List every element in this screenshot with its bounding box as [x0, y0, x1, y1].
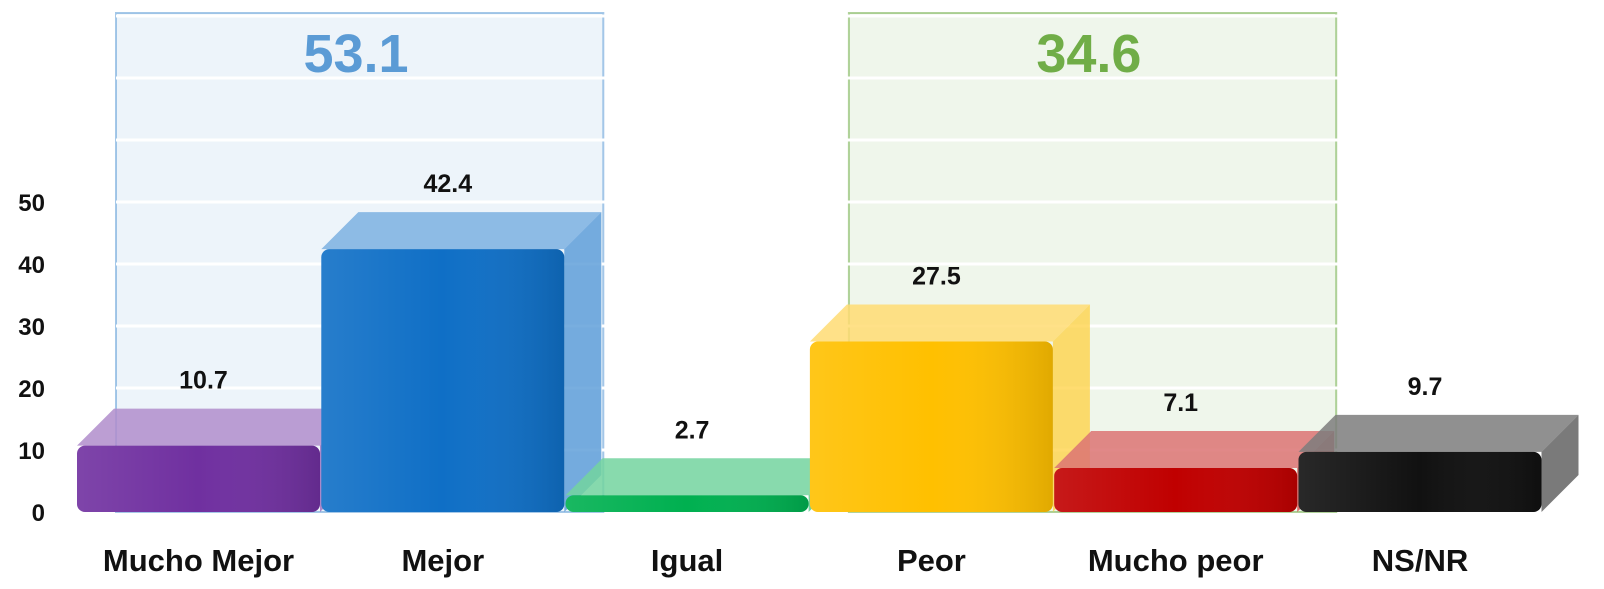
- bar-shine: [1298, 451, 1542, 512]
- x-category-label: Igual: [651, 543, 723, 578]
- y-tick-label: 0: [32, 500, 45, 527]
- bar-shine: [565, 495, 809, 512]
- bar-side-face: [1541, 414, 1579, 512]
- x-category-label: Mejor: [401, 543, 484, 578]
- bar-top-face: [565, 458, 846, 496]
- bars: [77, 212, 1579, 512]
- x-category-label: Mucho Mejor: [103, 543, 294, 578]
- value-label: 2.7: [675, 416, 710, 444]
- bar: [321, 212, 602, 512]
- bar: [809, 304, 1090, 512]
- y-tick-label: 50: [18, 190, 45, 217]
- bar-shine: [809, 341, 1053, 512]
- bar-shine: [321, 249, 565, 512]
- group-total-label: 53.1: [303, 24, 408, 84]
- bar-shine: [77, 445, 320, 512]
- x-category-label: Peor: [897, 543, 966, 578]
- y-tick-label: 20: [18, 376, 45, 403]
- y-tick-label: 10: [18, 438, 45, 465]
- x-category-label: Mucho peor: [1088, 543, 1264, 578]
- value-label: 10.7: [179, 367, 228, 395]
- y-axis-ticks: 0 10 20 30 40 50: [18, 190, 45, 527]
- group-totals: 53.1 34.6: [303, 24, 1141, 84]
- y-tick-label: 30: [18, 314, 45, 341]
- bar: [1054, 430, 1335, 512]
- bar-top-face: [321, 212, 602, 250]
- bar: [77, 408, 357, 512]
- bar-shine: [1054, 467, 1298, 512]
- x-axis-labels: Mucho Mejor Mejor Igual Peor Mucho peor NS/NR: [103, 543, 1468, 578]
- bar: [565, 458, 846, 512]
- value-label: 27.5: [912, 263, 961, 291]
- bar-top-face: [809, 304, 1090, 342]
- bar-side-face: [564, 212, 602, 512]
- bar: [1298, 414, 1579, 512]
- bar-top-face: [1298, 414, 1579, 452]
- value-labels: 10.7 42.4 2.7 27.5 7.1 9.7: [179, 170, 1442, 444]
- y-tick-label: 40: [18, 252, 45, 279]
- value-label: 7.1: [1163, 389, 1198, 417]
- value-label: 9.7: [1408, 373, 1443, 401]
- group-total-label: 34.6: [1036, 24, 1141, 84]
- gridlines: [116, 14, 1340, 452]
- bar-top-face: [1054, 430, 1335, 468]
- value-label: 42.4: [423, 170, 472, 198]
- x-category-label: NS/NR: [1372, 543, 1468, 578]
- bar-top-face: [77, 408, 357, 446]
